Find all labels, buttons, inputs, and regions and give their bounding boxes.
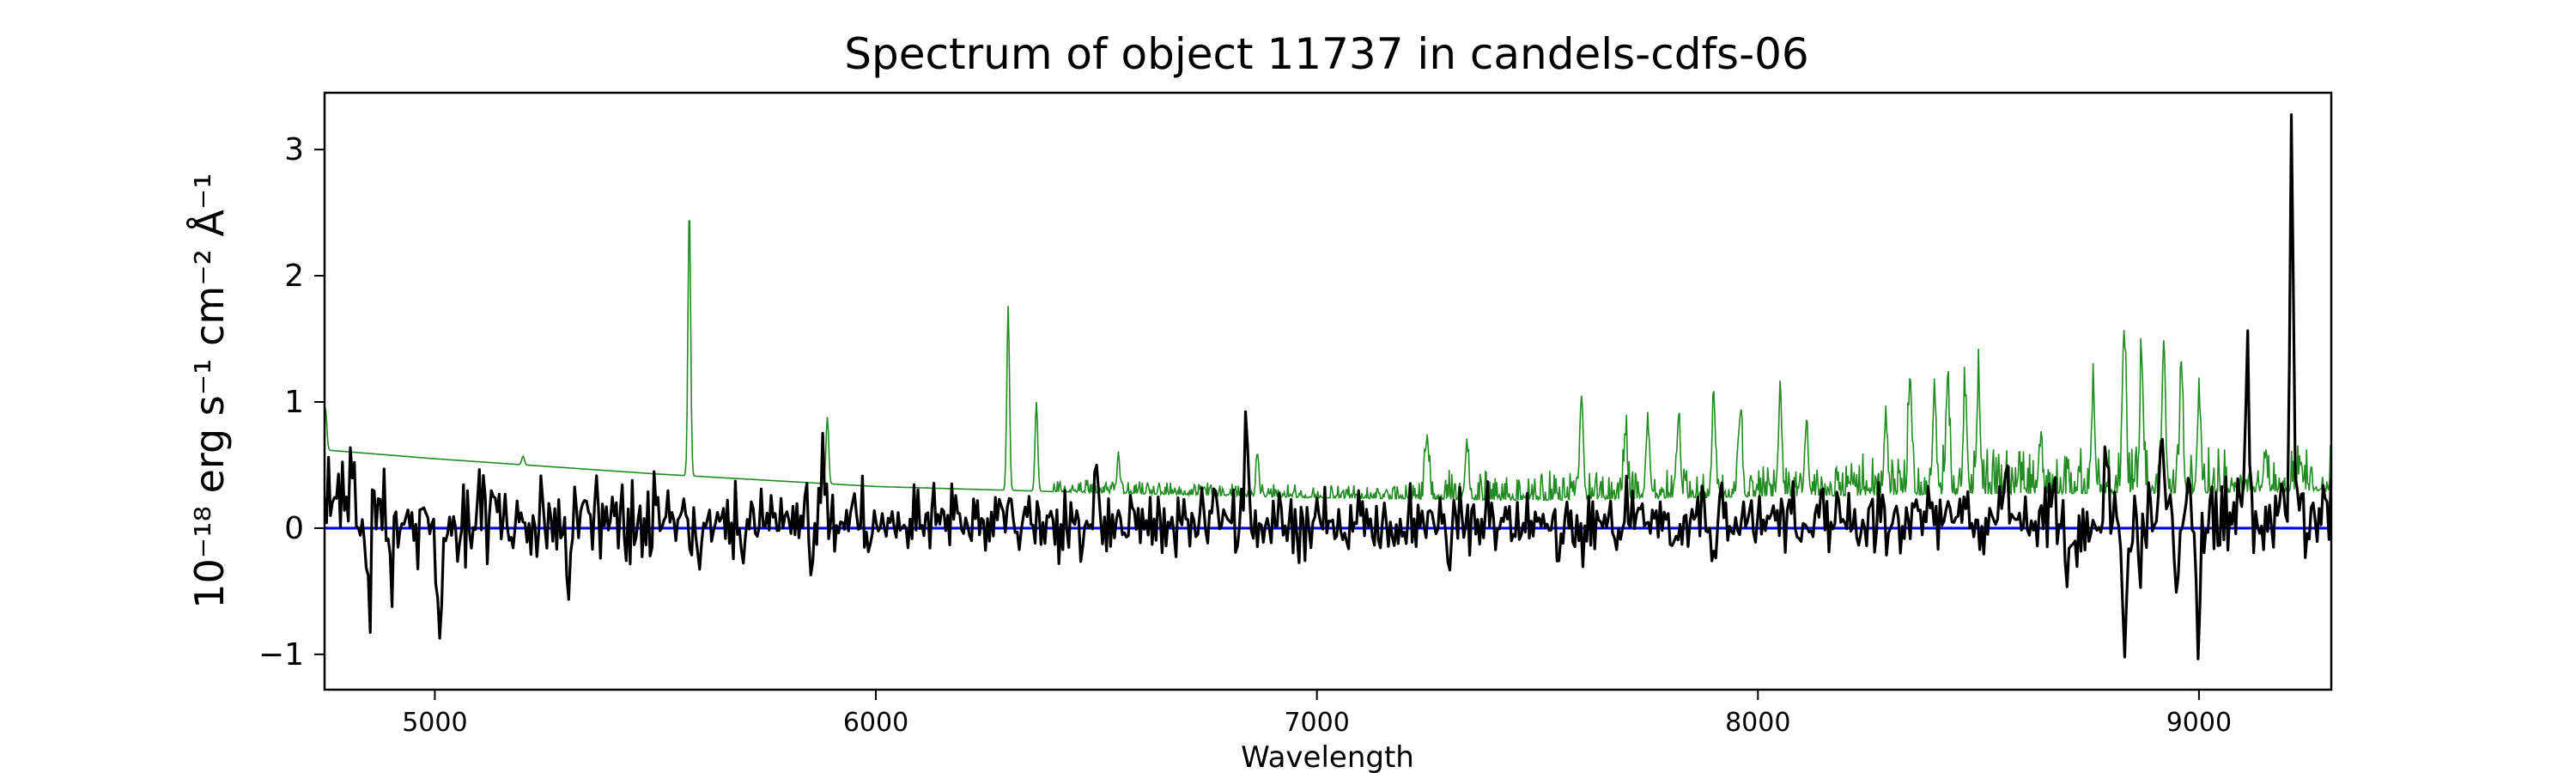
x-tick-label: 9000 [2166,708,2232,738]
y-tick-label: −1 [258,637,304,673]
object-flux-line [325,113,2331,660]
axis-ticks: 5000 6000 7000 8000 9000 −1 0 1 2 3 [258,132,2232,738]
y-axis-label: 10⁻¹⁸ erg s⁻¹ cm⁻² Å⁻¹ [186,173,233,608]
x-tick-label: 7000 [1284,708,1349,738]
chart-title: Spectrum of object 11737 in candels-cdfs… [844,29,1809,79]
x-tick-label: 6000 [843,708,908,738]
y-tick-label: 1 [284,385,304,420]
y-tick-label: 3 [284,132,304,167]
sky-spectrum-line [325,220,2331,502]
x-tick-label: 5000 [402,708,467,738]
series-layer [325,113,2331,660]
plot-frame [323,91,2333,691]
y-tick-label: 0 [284,511,304,546]
x-tick-label: 8000 [1725,708,1790,738]
x-axis-label: Wavelength [1241,740,1414,773]
y-tick-label: 2 [284,259,304,294]
